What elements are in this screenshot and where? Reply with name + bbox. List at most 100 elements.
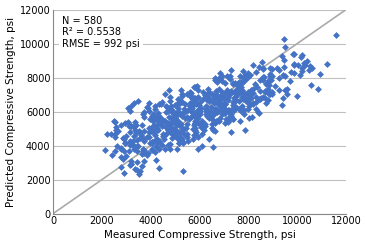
Point (191, 123, 197, 127)
Point (268, 78, 273, 82)
Point (158, 117, 164, 121)
Point (145, 106, 151, 110)
Point (245, 96, 251, 100)
Point (192, 99, 197, 103)
Point (222, 103, 228, 107)
Point (139, 152, 145, 155)
Point (163, 110, 168, 114)
Point (170, 120, 175, 124)
Point (177, 101, 183, 105)
Point (219, 74, 225, 78)
Point (140, 149, 146, 153)
Point (203, 104, 209, 108)
Point (184, 123, 190, 126)
Point (309, 66, 315, 70)
Point (156, 115, 162, 119)
Point (123, 154, 129, 158)
Point (135, 99, 141, 103)
Point (195, 116, 200, 120)
Point (137, 130, 143, 134)
Point (250, 101, 256, 105)
Point (139, 123, 145, 127)
Point (236, 99, 242, 103)
Point (212, 78, 218, 82)
Point (159, 119, 165, 123)
Point (173, 123, 179, 127)
Point (175, 122, 181, 126)
Point (181, 107, 187, 111)
Point (179, 137, 185, 141)
Point (219, 107, 225, 111)
Point (139, 164, 145, 168)
Point (167, 95, 172, 99)
Point (245, 75, 251, 79)
Point (219, 91, 225, 94)
Point (238, 86, 244, 90)
Point (149, 114, 155, 118)
Point (170, 111, 176, 115)
Point (152, 115, 157, 119)
Point (128, 162, 134, 166)
Point (201, 128, 207, 132)
Point (232, 91, 238, 95)
Point (192, 96, 197, 100)
Point (280, 54, 286, 58)
Point (149, 140, 155, 144)
Point (169, 108, 175, 111)
Point (215, 96, 221, 100)
Point (172, 116, 178, 120)
Point (294, 94, 300, 98)
Point (170, 111, 176, 115)
Point (306, 68, 312, 72)
Point (149, 140, 155, 144)
Point (234, 92, 240, 96)
Point (126, 124, 132, 128)
Point (122, 121, 128, 125)
Point (192, 133, 197, 137)
Point (156, 102, 162, 106)
Point (163, 125, 169, 129)
Point (194, 84, 200, 88)
Point (197, 112, 203, 116)
Point (188, 101, 194, 105)
Point (245, 90, 251, 94)
Point (248, 92, 254, 96)
Point (193, 97, 199, 101)
Point (144, 135, 150, 139)
Point (154, 137, 160, 141)
Point (243, 99, 249, 103)
Point (235, 84, 241, 88)
Point (172, 134, 178, 138)
Point (110, 119, 116, 123)
Point (150, 119, 156, 123)
Point (200, 97, 206, 101)
Point (229, 89, 235, 93)
Point (161, 137, 167, 141)
Point (214, 119, 219, 123)
Point (119, 165, 124, 169)
Point (150, 112, 156, 116)
Point (203, 109, 209, 113)
Point (167, 142, 173, 146)
Point (214, 89, 219, 93)
Point (147, 117, 153, 121)
Point (195, 95, 201, 99)
Point (263, 101, 269, 105)
Point (147, 141, 153, 145)
Point (206, 137, 211, 141)
Point (227, 77, 233, 81)
Point (141, 138, 146, 142)
Point (152, 139, 157, 143)
Point (131, 125, 137, 129)
Point (187, 90, 193, 94)
Point (222, 111, 228, 115)
Point (113, 121, 119, 124)
Point (155, 128, 161, 132)
Point (222, 107, 228, 111)
Point (299, 69, 305, 73)
Point (295, 63, 301, 67)
Point (153, 116, 159, 120)
Point (305, 59, 310, 63)
Point (230, 106, 236, 110)
Point (250, 115, 255, 119)
